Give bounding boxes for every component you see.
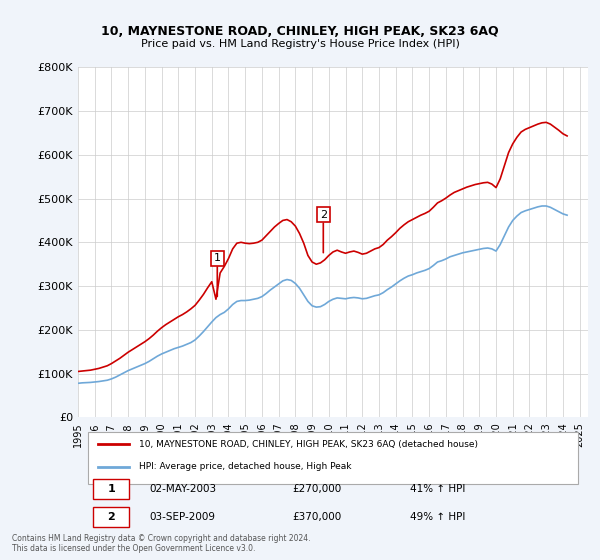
- Text: 1: 1: [214, 253, 221, 263]
- Text: 2: 2: [107, 512, 115, 522]
- Text: Contains HM Land Registry data © Crown copyright and database right 2024.
This d: Contains HM Land Registry data © Crown c…: [12, 534, 311, 553]
- Text: 41% ↑ HPI: 41% ↑ HPI: [409, 484, 465, 494]
- Text: £270,000: £270,000: [292, 484, 341, 494]
- FancyBboxPatch shape: [94, 507, 129, 527]
- Text: 10, MAYNESTONE ROAD, CHINLEY, HIGH PEAK, SK23 6AQ (detached house): 10, MAYNESTONE ROAD, CHINLEY, HIGH PEAK,…: [139, 440, 478, 449]
- Text: 10, MAYNESTONE ROAD, CHINLEY, HIGH PEAK, SK23 6AQ: 10, MAYNESTONE ROAD, CHINLEY, HIGH PEAK,…: [101, 25, 499, 38]
- Text: 02-MAY-2003: 02-MAY-2003: [149, 484, 217, 494]
- Text: £370,000: £370,000: [292, 512, 341, 522]
- FancyBboxPatch shape: [94, 479, 129, 500]
- Text: 2: 2: [320, 209, 327, 220]
- Text: 1: 1: [107, 484, 115, 494]
- Text: 03-SEP-2009: 03-SEP-2009: [149, 512, 215, 522]
- Text: HPI: Average price, detached house, High Peak: HPI: Average price, detached house, High…: [139, 463, 352, 472]
- Text: Price paid vs. HM Land Registry's House Price Index (HPI): Price paid vs. HM Land Registry's House …: [140, 39, 460, 49]
- FancyBboxPatch shape: [88, 432, 578, 484]
- Text: 49% ↑ HPI: 49% ↑ HPI: [409, 512, 465, 522]
